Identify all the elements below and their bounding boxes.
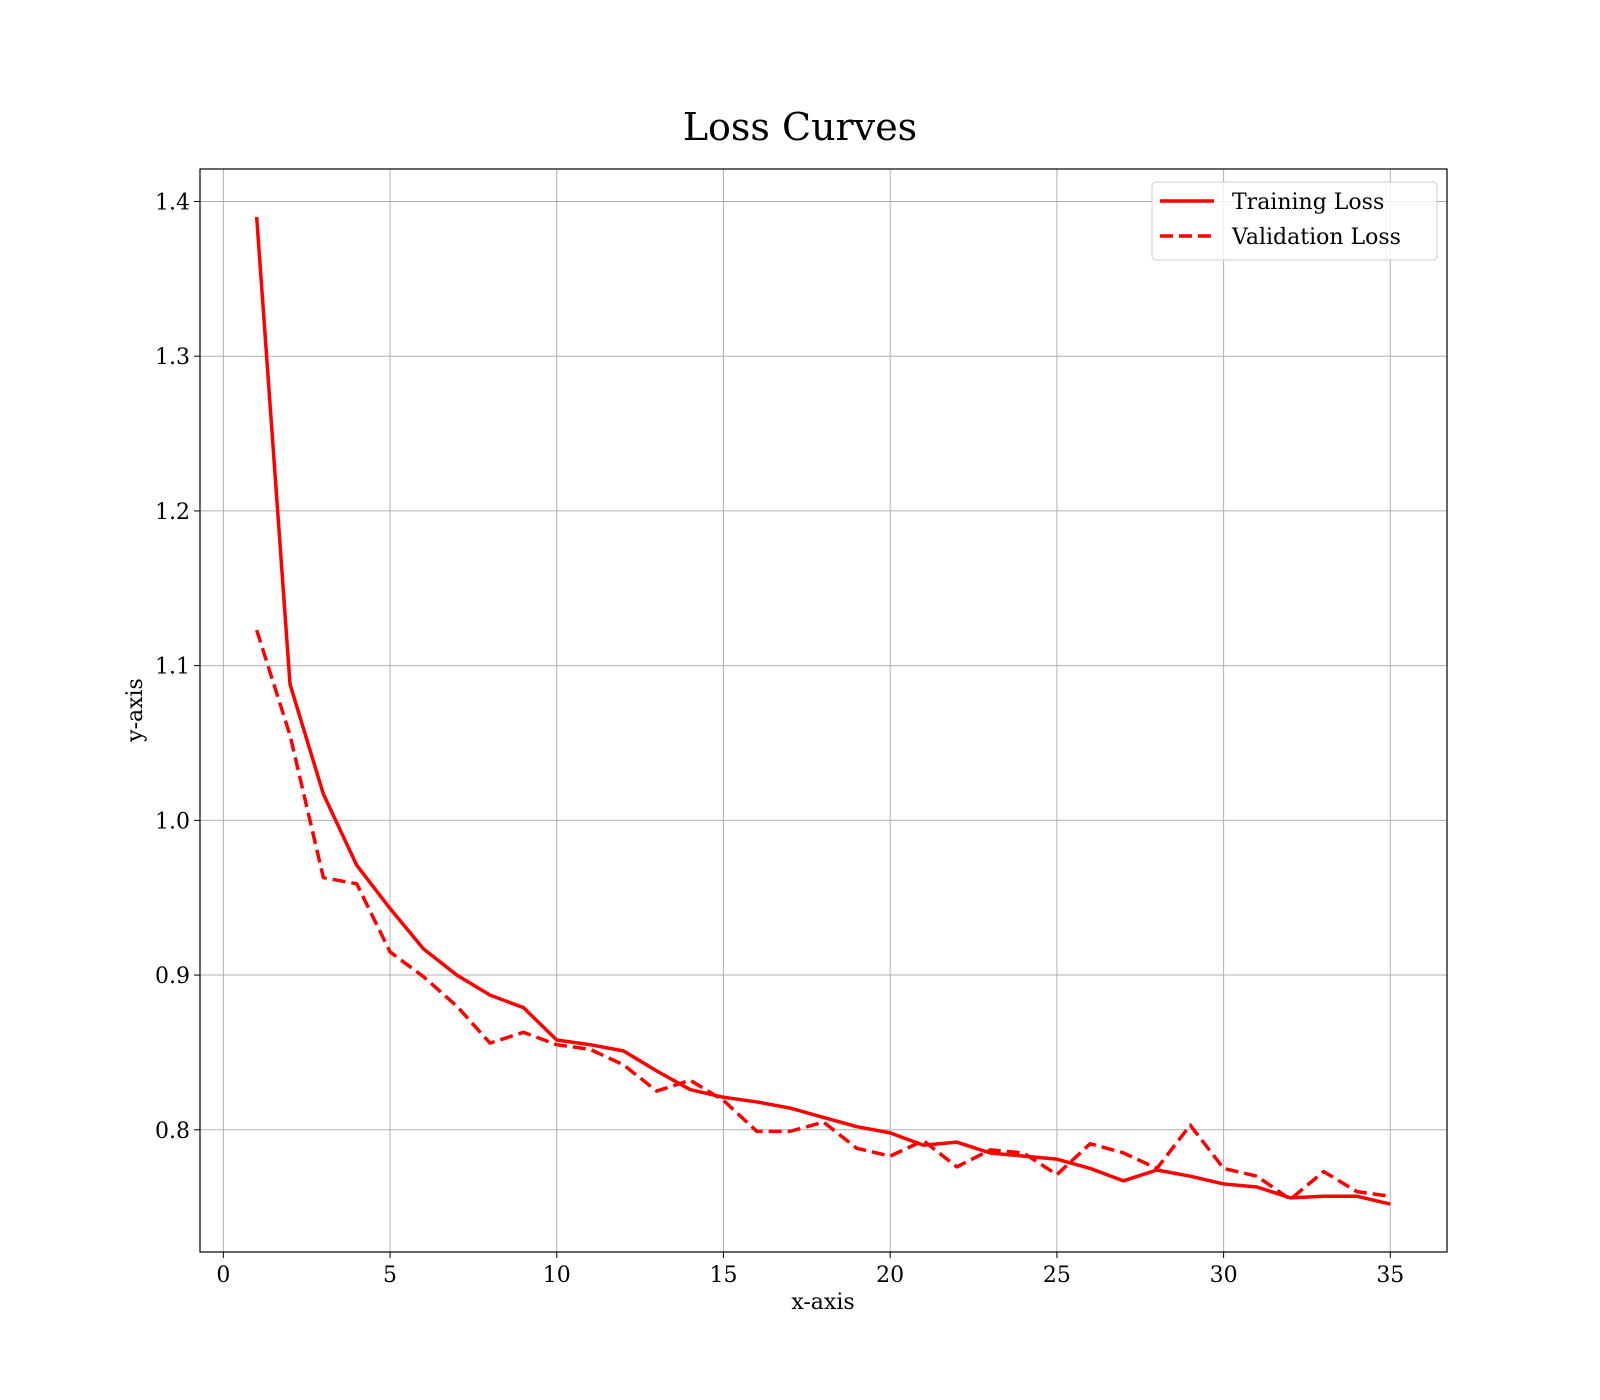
- legend: Training Loss Validation Loss: [1151, 181, 1438, 261]
- chart-title: Loss Curves: [683, 105, 917, 149]
- x-tick-label: 10: [543, 1263, 571, 1288]
- plot-frame: [199, 168, 1448, 1253]
- legend-label-training: Training Loss: [1232, 190, 1384, 215]
- x-tick-label: 25: [1043, 1263, 1071, 1288]
- training-loss-line: [254, 216, 1391, 1206]
- y-axis-label: y-axis: [123, 678, 148, 743]
- x-tick-label: 30: [1210, 1263, 1238, 1288]
- x-tick-label: 0: [216, 1263, 230, 1288]
- ticks-layer: 0 5 10 15 20 25 30 35 0.8 0.9 1.0 1.1 1.2 1.3 1.4: [155, 190, 1404, 1288]
- y-tick-label: 1.4: [155, 190, 190, 215]
- y-tick-label: 1.2: [155, 500, 190, 525]
- x-tick-label: 15: [709, 1263, 737, 1288]
- validation-loss-line: [255, 629, 1391, 1202]
- x-axis-label: x-axis: [791, 1290, 854, 1315]
- y-tick-label: 1.1: [155, 655, 190, 680]
- grid-layer: [200, 169, 1447, 1252]
- x-tick-label: 20: [876, 1263, 904, 1288]
- series-layer: [254, 216, 1391, 1206]
- y-tick-label: 1.0: [155, 809, 190, 834]
- x-tick-label: 5: [383, 1263, 397, 1288]
- x-tick-label: 35: [1376, 1263, 1404, 1288]
- y-tick-label: 1.3: [155, 345, 190, 370]
- y-tick-label: 0.8: [155, 1119, 190, 1144]
- y-tick-label: 0.9: [155, 964, 190, 989]
- legend-box: [1151, 181, 1438, 261]
- legend-label-validation: Validation Loss: [1231, 225, 1401, 250]
